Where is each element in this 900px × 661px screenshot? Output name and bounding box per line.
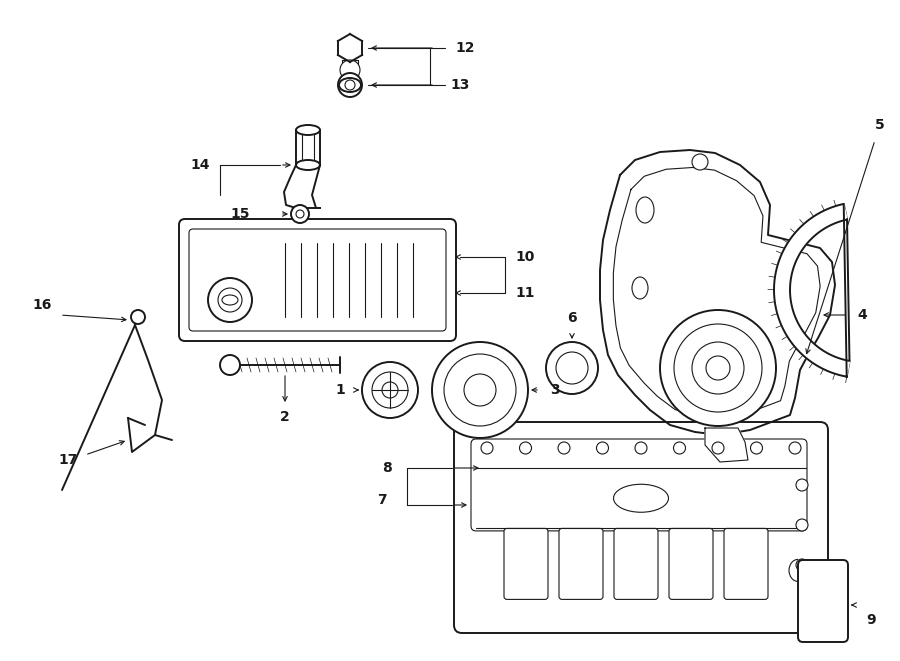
Ellipse shape — [296, 125, 320, 135]
Circle shape — [220, 355, 240, 375]
Text: 10: 10 — [516, 250, 535, 264]
Circle shape — [674, 324, 762, 412]
Circle shape — [291, 205, 309, 223]
Circle shape — [218, 288, 242, 312]
Text: 12: 12 — [455, 41, 475, 55]
Text: 15: 15 — [230, 207, 250, 221]
Circle shape — [345, 80, 355, 90]
Circle shape — [660, 310, 776, 426]
Circle shape — [519, 442, 532, 454]
Ellipse shape — [614, 485, 669, 512]
Text: 1: 1 — [335, 383, 345, 397]
Ellipse shape — [296, 160, 320, 170]
Text: 8: 8 — [382, 461, 392, 475]
Circle shape — [558, 442, 570, 454]
Circle shape — [296, 210, 304, 218]
FancyBboxPatch shape — [179, 219, 456, 341]
Circle shape — [338, 73, 362, 97]
Circle shape — [692, 342, 744, 394]
Polygon shape — [600, 150, 835, 435]
Circle shape — [382, 382, 398, 398]
Circle shape — [432, 342, 528, 438]
Circle shape — [673, 442, 686, 454]
Text: 3: 3 — [550, 383, 560, 397]
Circle shape — [692, 154, 708, 170]
Circle shape — [796, 479, 808, 491]
FancyBboxPatch shape — [471, 439, 807, 531]
Circle shape — [796, 519, 808, 531]
Circle shape — [789, 442, 801, 454]
Circle shape — [464, 374, 496, 406]
Text: 7: 7 — [377, 493, 387, 507]
Text: 14: 14 — [190, 158, 210, 172]
Circle shape — [556, 352, 588, 384]
Text: 2: 2 — [280, 410, 290, 424]
Circle shape — [340, 60, 360, 80]
FancyBboxPatch shape — [614, 528, 658, 600]
Circle shape — [481, 442, 493, 454]
Circle shape — [546, 342, 598, 394]
Circle shape — [362, 362, 418, 418]
FancyBboxPatch shape — [559, 528, 603, 600]
Text: 4: 4 — [857, 308, 867, 322]
Text: 9: 9 — [866, 613, 876, 627]
FancyBboxPatch shape — [189, 229, 446, 331]
Circle shape — [131, 310, 145, 324]
FancyBboxPatch shape — [504, 528, 548, 600]
Ellipse shape — [632, 277, 648, 299]
FancyBboxPatch shape — [669, 528, 713, 600]
Text: 6: 6 — [567, 311, 577, 325]
Circle shape — [635, 442, 647, 454]
Text: 11: 11 — [515, 286, 535, 300]
FancyBboxPatch shape — [798, 560, 848, 642]
Text: 5: 5 — [875, 118, 885, 132]
Text: 13: 13 — [450, 78, 470, 92]
FancyBboxPatch shape — [724, 528, 768, 600]
Polygon shape — [705, 428, 748, 462]
Ellipse shape — [222, 295, 238, 305]
Circle shape — [208, 278, 252, 322]
Circle shape — [796, 559, 808, 571]
Circle shape — [597, 442, 608, 454]
Polygon shape — [774, 204, 850, 377]
Circle shape — [372, 372, 408, 408]
Circle shape — [751, 442, 762, 454]
Circle shape — [712, 442, 724, 454]
Circle shape — [444, 354, 516, 426]
Text: 17: 17 — [58, 453, 77, 467]
Text: 16: 16 — [32, 298, 51, 312]
Circle shape — [706, 356, 730, 380]
FancyBboxPatch shape — [454, 422, 828, 633]
Ellipse shape — [636, 197, 654, 223]
Ellipse shape — [339, 78, 361, 92]
